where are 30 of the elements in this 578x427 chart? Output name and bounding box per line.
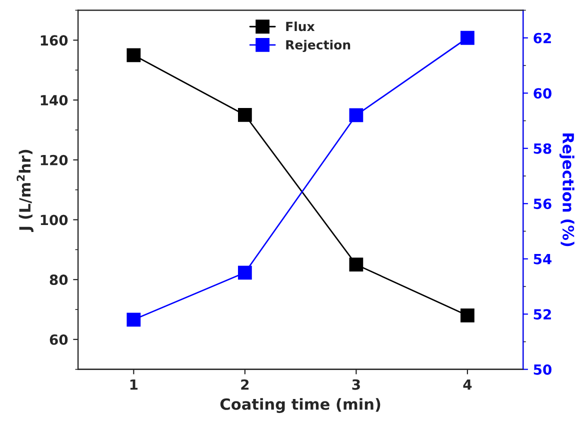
- y-tick-label: 60: [50, 334, 68, 345]
- y2-tick-label: 62: [534, 32, 551, 44]
- x-tick-label: 4: [463, 380, 472, 390]
- point: [349, 108, 364, 122]
- y2-tick-label: 50: [534, 364, 552, 375]
- point: [126, 312, 141, 327]
- y-tick-label: 160: [40, 35, 68, 46]
- y2-axis-title: Rejection (%): [559, 134, 574, 246]
- legend-label: Rejection: [286, 40, 350, 52]
- y2-tick-label: 56: [534, 198, 552, 210]
- point: [349, 258, 364, 272]
- point: [460, 30, 474, 45]
- y-tick-label: 120: [40, 154, 68, 166]
- x-axis-title: Coating time (min): [220, 398, 380, 413]
- y2-tick-label: 58: [534, 143, 552, 154]
- x-tick-label: 3: [352, 379, 360, 390]
- y-axis-title: J (L/m$^{2}$hr): [16, 150, 34, 232]
- point: [126, 48, 141, 62]
- legend-label: Flux: [286, 22, 315, 32]
- point: [238, 266, 252, 280]
- y2-tick-label: 60: [534, 88, 552, 99]
- point: [238, 108, 252, 122]
- y2-tick-label: 54: [534, 254, 552, 264]
- y-tick-label: 80: [50, 274, 68, 286]
- point: [460, 308, 474, 322]
- x-tick-label: 2: [241, 379, 249, 390]
- y-tick-label: 140: [40, 94, 68, 106]
- y-tick-label: 100: [40, 214, 68, 226]
- y2-tick-label: 52: [534, 309, 551, 320]
- x-tick-label: 1: [130, 380, 138, 390]
